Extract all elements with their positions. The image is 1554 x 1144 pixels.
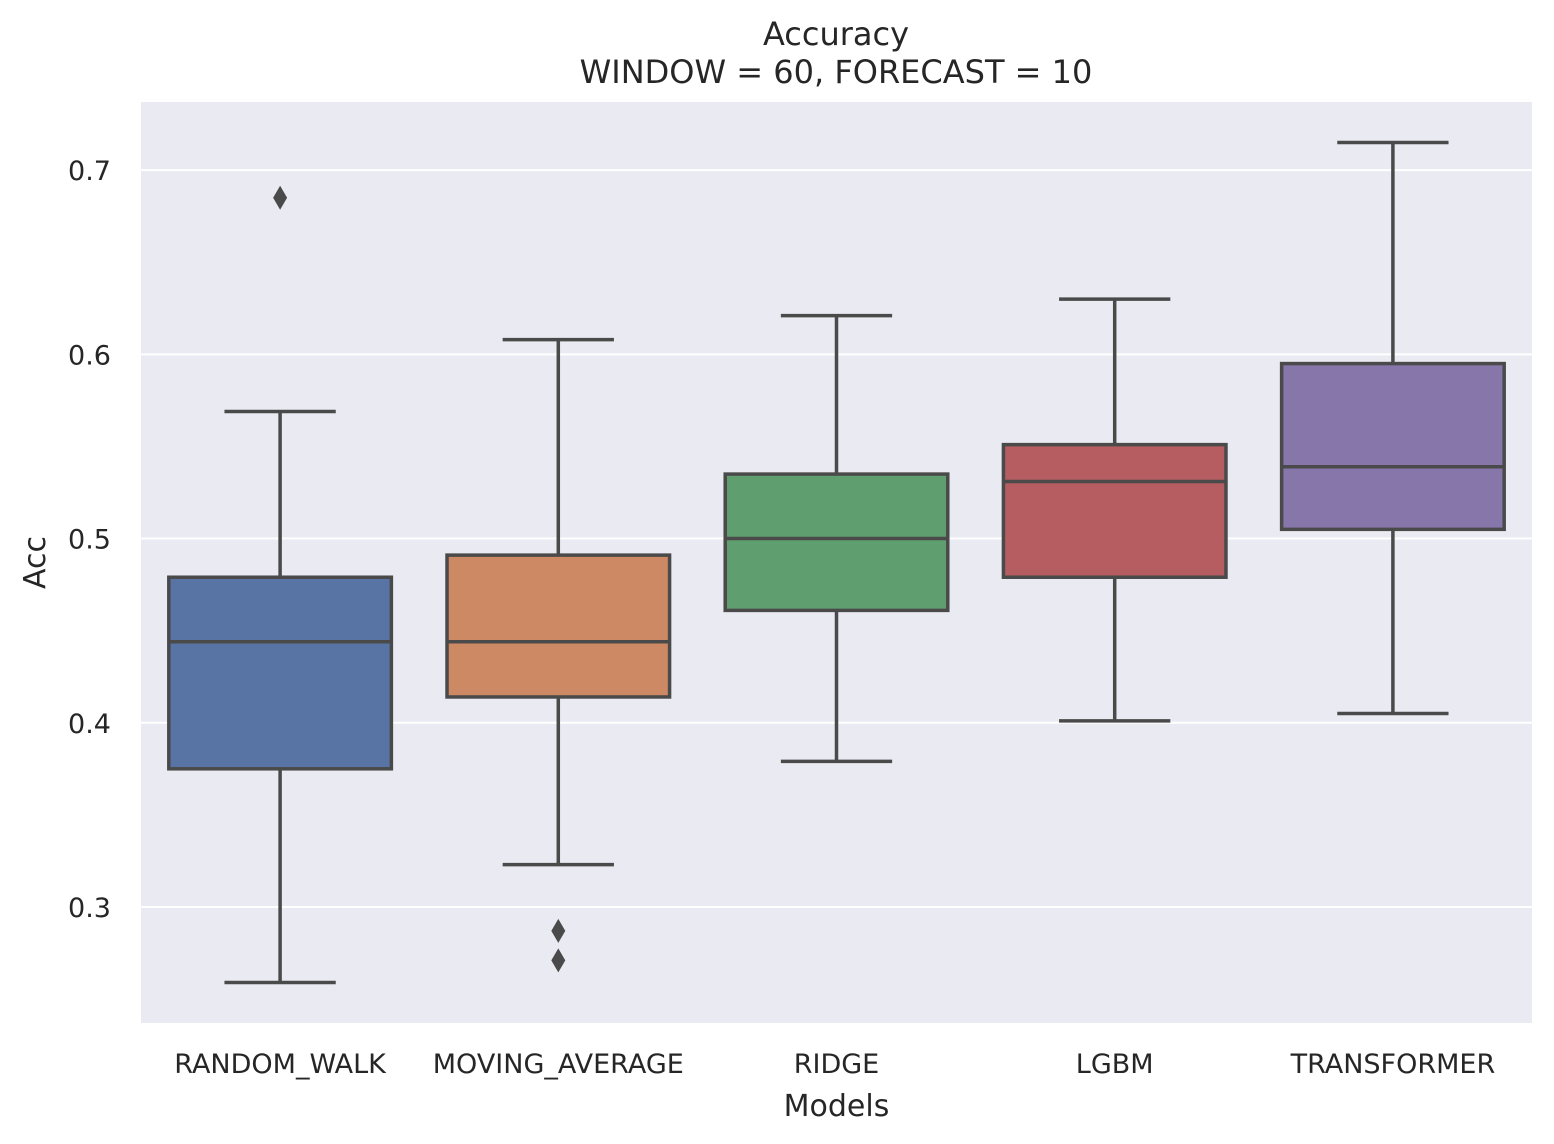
chart-subtitle: WINDOW = 60, FORECAST = 10 bbox=[579, 53, 1093, 91]
x-tick-label: RIDGE bbox=[794, 1049, 880, 1080]
boxes bbox=[167, 140, 1506, 985]
y-tick-label: 0.3 bbox=[68, 893, 111, 924]
x-axis-ticks: RANDOM_WALK MOVING_AVERAGE RIDGE LGBM TRANSF… bbox=[174, 1049, 1495, 1080]
y-tick-label: 0.5 bbox=[68, 525, 111, 556]
y-tick-label: 0.7 bbox=[68, 156, 111, 187]
iqr-box bbox=[445, 553, 672, 699]
iqr-box bbox=[723, 472, 950, 613]
y-axis-ticks: 0.3 0.4 0.5 0.6 0.7 bbox=[68, 156, 111, 924]
iqr-box bbox=[1001, 442, 1228, 579]
outlier-point bbox=[551, 918, 566, 943]
chart-title: Accuracy bbox=[762, 15, 910, 53]
outlier-point bbox=[551, 948, 566, 973]
y-axis-label: Acc bbox=[18, 536, 53, 589]
y-tick-label: 0.6 bbox=[68, 340, 111, 371]
x-tick-label: TRANSFORMER bbox=[1290, 1049, 1496, 1080]
iqr-box bbox=[167, 575, 394, 771]
box-ridge bbox=[723, 313, 950, 764]
y-tick-label: 0.4 bbox=[68, 709, 111, 740]
outlier-point bbox=[273, 185, 288, 210]
box-transformer bbox=[1279, 140, 1506, 716]
iqr-box bbox=[1279, 361, 1506, 532]
x-tick-label: RANDOM_WALK bbox=[174, 1049, 387, 1080]
box-moving-average bbox=[445, 337, 672, 973]
box-random-walk bbox=[167, 185, 394, 985]
x-tick-label: LGBM bbox=[1076, 1049, 1154, 1080]
box-lgbm bbox=[1001, 297, 1228, 723]
x-tick-label: MOVING_AVERAGE bbox=[433, 1049, 684, 1080]
x-axis-label: Models bbox=[784, 1089, 890, 1124]
